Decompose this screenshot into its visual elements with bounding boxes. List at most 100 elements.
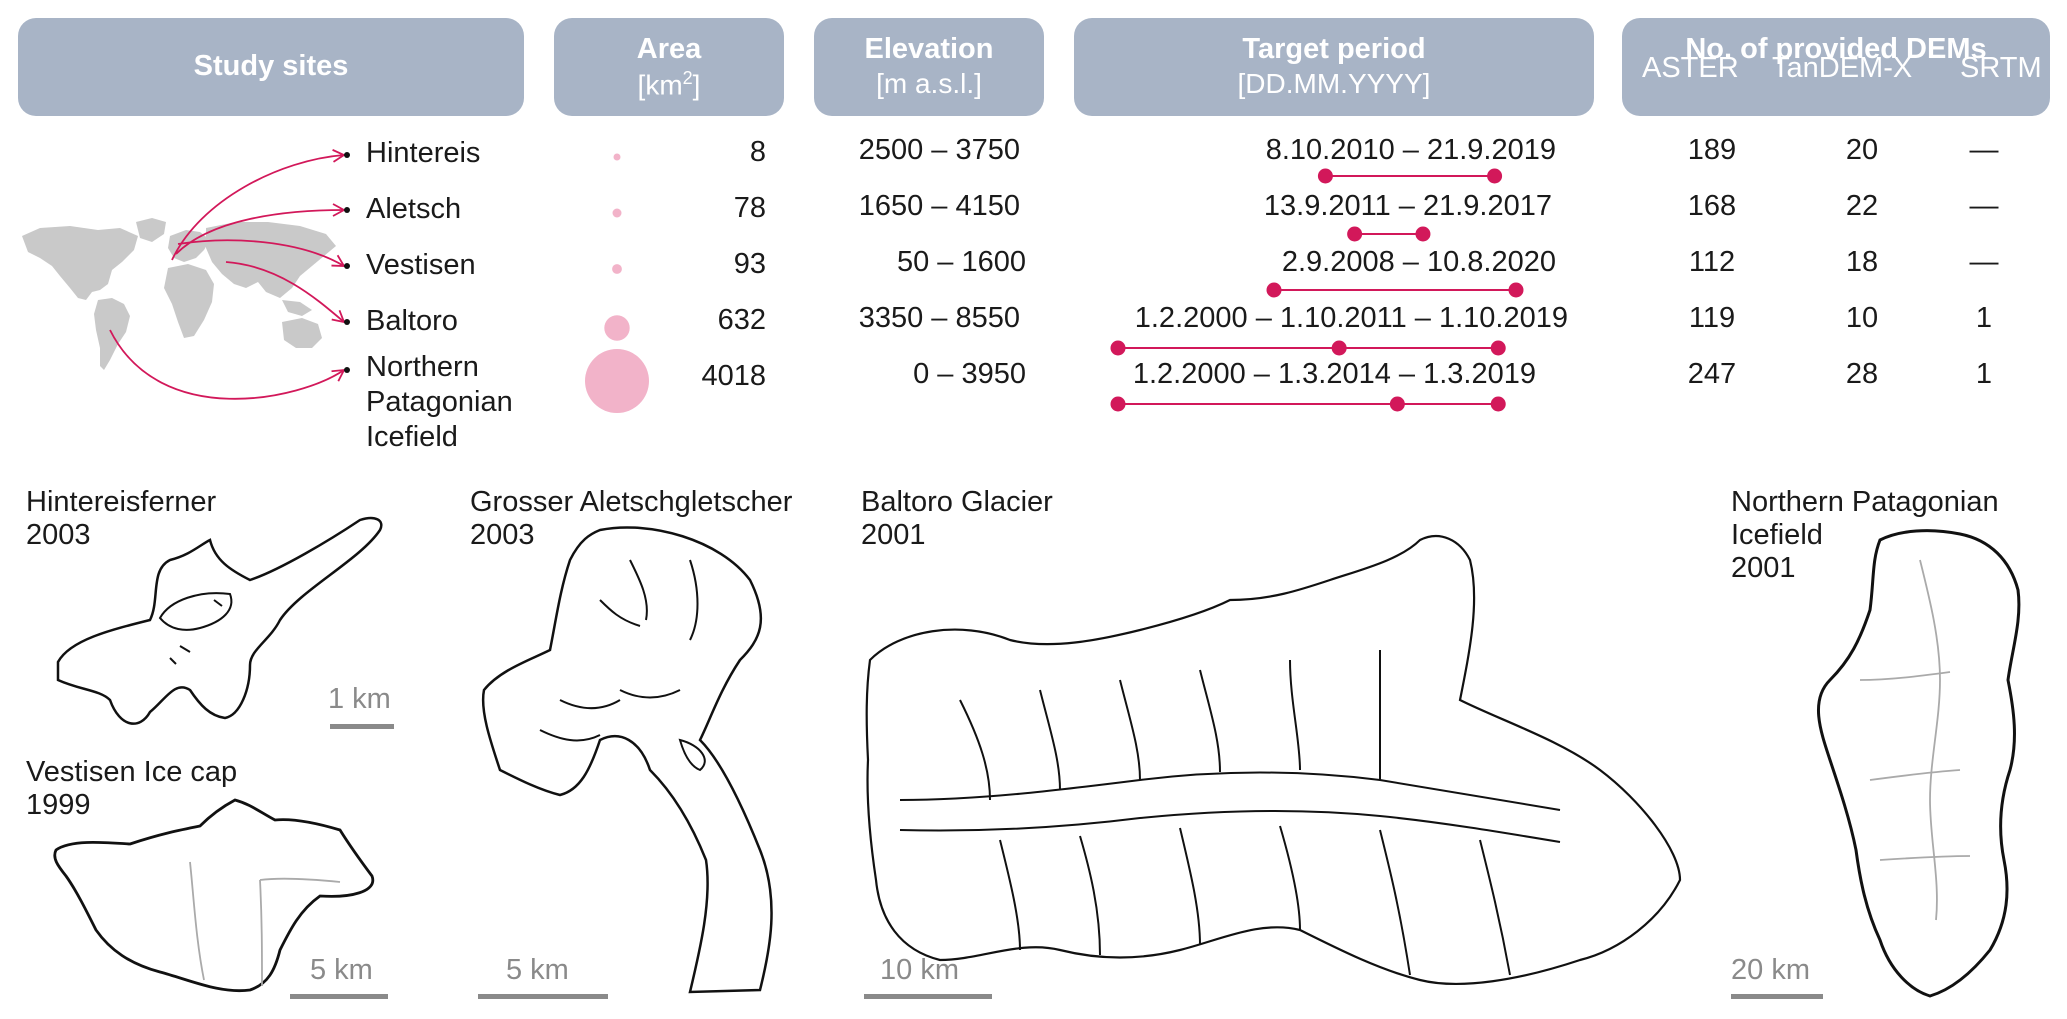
area-circle — [604, 315, 630, 341]
period-text: 13.9.2011 – 21.9.2017 — [1263, 190, 1552, 222]
timeline-point — [1415, 226, 1431, 242]
site-dot — [344, 263, 350, 269]
world-map — [22, 149, 346, 400]
site-dot — [344, 207, 350, 213]
dem-aster-count: 119 — [1688, 302, 1736, 334]
map-title-aletsch: Grosser Aletschgletscher 2003 — [470, 486, 793, 551]
timeline-point — [1110, 396, 1126, 412]
scale-bar-aletsch — [478, 994, 608, 999]
period-text: 1.2.2000 – 1.10.2011 – 1.10.2019 — [1134, 302, 1568, 334]
period-timelines — [1110, 168, 1524, 412]
timeline-point — [1490, 340, 1506, 356]
dem-aster-count: 189 — [1687, 134, 1737, 166]
scale-label-aletsch: 5 km — [506, 954, 569, 986]
map-baltoro — [865, 535, 1682, 985]
scale-label-hintereis: 1 km — [328, 683, 391, 715]
header-study-sites: Study sites — [18, 18, 524, 116]
header-area-label: Area — [636, 33, 702, 65]
timeline-point — [1490, 396, 1506, 412]
scale-label-baltoro: 10 km — [880, 954, 959, 986]
timeline-point — [1317, 168, 1333, 184]
header-target-period: Target period [DD.MM.YYYY] — [1074, 18, 1594, 116]
dem-aster-count: 247 — [1687, 358, 1737, 390]
header-area: Area [km2] — [554, 18, 784, 116]
header-dems-label: No. of provided DEMs — [1685, 33, 1987, 65]
dem-aster-count: 112 — [1688, 246, 1736, 278]
site-dot — [344, 367, 350, 373]
timeline-point — [1266, 282, 1282, 298]
dem-srtm-count: 1 — [1975, 358, 1993, 390]
site-name-hintereis: Hintereis — [366, 137, 481, 169]
timeline-point — [1331, 340, 1347, 356]
area-value: 93 — [733, 248, 766, 280]
header-target-period-unit: [DD.MM.YYYY] — [1237, 68, 1431, 99]
header-elevation-label: Elevation — [864, 33, 994, 65]
header-elevation-unit: [m a.s.l.] — [876, 68, 982, 99]
dem-srtm-count: — — [1969, 134, 1999, 166]
elevation-value: 50 – 1600 — [896, 246, 1026, 278]
area-circle — [585, 349, 649, 413]
area-value: 632 — [717, 304, 766, 336]
map-vestisen — [53, 798, 375, 993]
map-title-npi: Northern Patagonian Icefield 2001 — [1731, 486, 1999, 584]
dem-tandem-count: 18 — [1845, 246, 1879, 278]
dem-srtm-count: — — [1969, 246, 1999, 278]
dem-tandem-count: 20 — [1845, 134, 1879, 166]
site-name-baltoro: Baltoro — [366, 305, 458, 337]
timeline-point — [1487, 168, 1503, 184]
map-title-vestisen: Vestisen Ice cap 1999 — [26, 756, 238, 821]
elevation-value: 3350 – 8550 — [858, 302, 1020, 334]
scale-label-vestisen: 5 km — [310, 954, 373, 986]
elevation-value: 0 – 3950 — [913, 358, 1026, 390]
site-dot — [344, 319, 350, 325]
area-circle — [613, 153, 621, 161]
scale-bar-hintereis — [330, 724, 394, 729]
timeline-point — [1110, 340, 1126, 356]
elevation-value: 2500 – 3750 — [858, 134, 1020, 166]
site-name-npi-line: Northern — [366, 351, 479, 383]
period-text: 2.9.2008 – 10.8.2020 — [1281, 246, 1556, 278]
area-value: 78 — [733, 192, 766, 224]
header-area-unit: [km2] — [637, 68, 701, 101]
scale-bar-baltoro — [864, 994, 992, 999]
dem-srtm-count: — — [1969, 190, 1999, 222]
header-dem-tandem: TanDEM-X — [1772, 52, 1913, 84]
header-dems: No. of provided DEMs — [1622, 18, 2050, 116]
header-dem-srtm: SRTM — [1960, 52, 2042, 84]
area-circle — [612, 264, 622, 274]
map-title-baltoro: Baltoro Glacier 2001 — [861, 486, 1053, 551]
scale-label-npi: 20 km — [1731, 954, 1810, 986]
timeline-point — [1347, 226, 1363, 242]
timeline-point — [1508, 282, 1524, 298]
site-name-npi-line: Patagonian — [366, 386, 513, 418]
dem-tandem-count: 22 — [1845, 190, 1879, 222]
header-dem-aster: ASTER — [1642, 52, 1739, 84]
area-value: 4018 — [701, 360, 766, 392]
site-name-aletsch: Aletsch — [366, 193, 462, 225]
area-circle — [612, 208, 622, 218]
scale-bar-npi — [1731, 994, 1823, 999]
scale-bar-vestisen — [290, 994, 388, 999]
site-name-vestisen: Vestisen — [366, 249, 476, 281]
header-elevation: Elevation [m a.s.l.] — [814, 18, 1044, 116]
area-circles — [585, 153, 649, 413]
map-hintereis — [56, 516, 383, 725]
header-study-sites-label: Study sites — [193, 50, 349, 82]
site-name-npi-line: Icefield — [366, 421, 458, 453]
site-arrows — [109, 149, 346, 400]
period-text: 1.2.2000 – 1.3.2014 – 1.3.2019 — [1132, 358, 1536, 390]
site-dot — [344, 152, 350, 158]
elevation-value: 1650 – 4150 — [858, 190, 1020, 222]
site-name-npi: Northern Patagonian Icefield — [366, 350, 513, 455]
map-title-hintereis: Hintereisferner 2003 — [26, 486, 217, 551]
area-value: 8 — [749, 136, 766, 168]
timeline-point — [1389, 396, 1405, 412]
map-aletsch — [481, 526, 773, 994]
dem-srtm-count: 1 — [1975, 302, 1993, 334]
dem-tandem-count: 28 — [1845, 358, 1879, 390]
header-target-period-label: Target period — [1242, 33, 1426, 65]
dem-aster-count: 168 — [1687, 190, 1737, 222]
period-text: 8.10.2010 – 21.9.2019 — [1265, 134, 1556, 166]
dem-tandem-count: 10 — [1845, 302, 1879, 334]
